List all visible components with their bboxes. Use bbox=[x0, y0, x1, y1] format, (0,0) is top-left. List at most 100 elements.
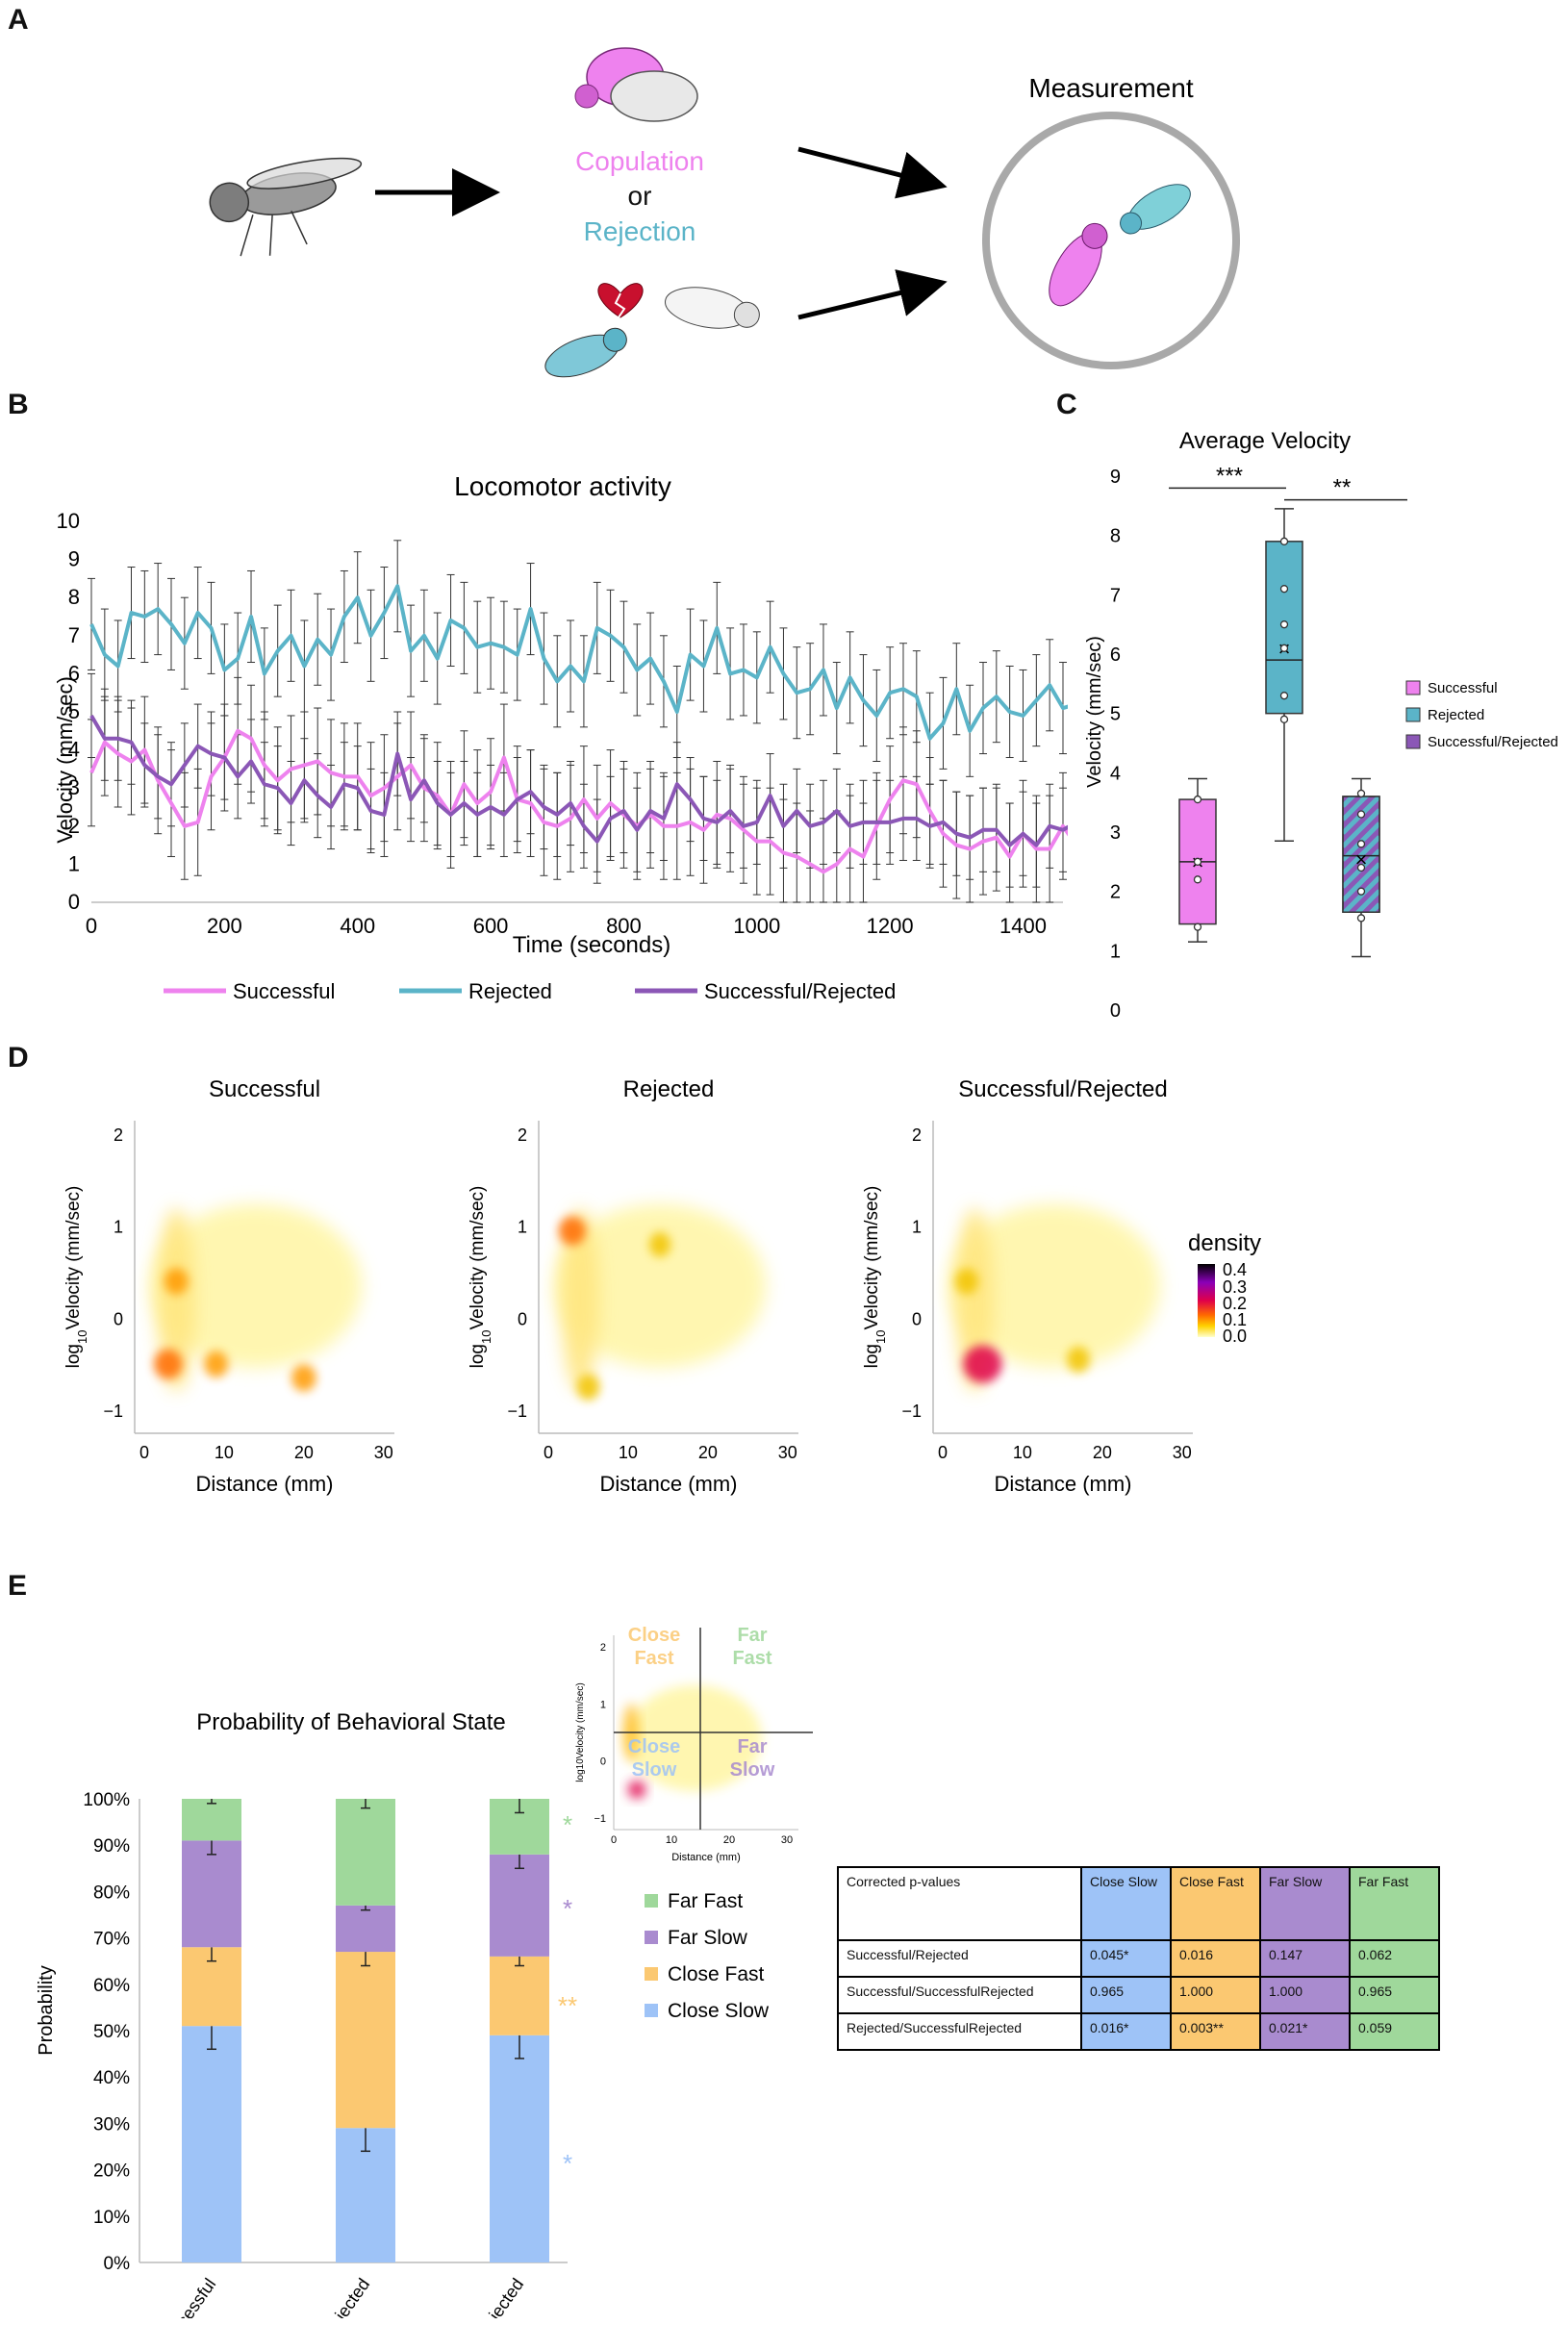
density-hotspot bbox=[558, 1216, 586, 1246]
colorbar-tick-1: 0.3 bbox=[1223, 1277, 1247, 1297]
x-tick-label: 10 bbox=[666, 1834, 677, 1846]
series-line-successful-rejected bbox=[89, 714, 1068, 847]
density-title: Successful/Rejected bbox=[958, 1077, 1167, 1102]
density-hotspot bbox=[291, 1364, 316, 1392]
category-label: Rejected bbox=[318, 2275, 373, 2318]
density-xlabel: Distance (mm) bbox=[195, 1472, 333, 1496]
series-line-successful bbox=[89, 728, 1068, 874]
legend-swatch bbox=[645, 1931, 658, 1944]
x-tick-label: 600 bbox=[473, 914, 509, 938]
panel-label-a: A bbox=[8, 4, 29, 36]
y-tick-label: 8 bbox=[1110, 526, 1121, 547]
box-hatch bbox=[1343, 862, 1379, 902]
x-tick-label: 20 bbox=[723, 1834, 735, 1846]
y-tick-label: 40% bbox=[93, 2068, 130, 2088]
pvalue-cell: 1.000 bbox=[1259, 1976, 1351, 2014]
x-tick-label: 0 bbox=[938, 1443, 948, 1462]
density-cloud bbox=[157, 1208, 196, 1392]
legend-swatch bbox=[645, 1967, 658, 1981]
box-hatch bbox=[1343, 729, 1379, 766]
y-tick-label: 0 bbox=[1110, 1000, 1121, 1020]
y-tick-label: 1 bbox=[68, 851, 80, 875]
ylabel-part: log bbox=[63, 1344, 84, 1368]
colorbar-tick-2: 0.2 bbox=[1223, 1294, 1247, 1313]
fly-rejected-icon bbox=[544, 327, 627, 378]
behavioral-state-chart: Probability of Behavioral State Probabil… bbox=[36, 1709, 577, 2318]
density-xlabel: Distance (mm) bbox=[994, 1472, 1131, 1496]
panel-a-diagram: Copulation or Rejection Measurement bbox=[209, 47, 1240, 378]
y-tick-label: 7 bbox=[68, 623, 80, 647]
x-tick-label: 10 bbox=[1013, 1443, 1032, 1462]
legend-label: Far Slow bbox=[668, 1927, 748, 1949]
pvalue-cell: 0.147 bbox=[1259, 1939, 1351, 1978]
ylabel-subscript: 10 bbox=[873, 1330, 888, 1344]
pvalue-cell: 0.045* bbox=[1080, 1939, 1172, 1978]
density-cloud bbox=[554, 1203, 767, 1368]
x-tick-label: 1200 bbox=[867, 914, 914, 938]
y-tick-label: 10 bbox=[57, 509, 80, 533]
x-tick-label: 10 bbox=[619, 1443, 638, 1462]
density-cloud bbox=[561, 1208, 600, 1392]
y-tick-label: −1 bbox=[594, 1813, 606, 1825]
ylabel-subscript: 10 bbox=[479, 1330, 493, 1344]
y-tick-label: 2 bbox=[600, 1642, 606, 1654]
quadrant-label-far-fast: Fast bbox=[732, 1648, 771, 1669]
legend-label: Successful bbox=[1428, 680, 1498, 696]
x-tick-label: 1400 bbox=[999, 914, 1047, 938]
panel-label-b: B bbox=[8, 389, 29, 420]
pvalue-row-label: Successful/Rejected bbox=[837, 1939, 1082, 1978]
y-tick-label: 0 bbox=[518, 1309, 527, 1328]
density-hotspot bbox=[963, 1345, 1002, 1383]
pvalue-cell: 1.000 bbox=[1170, 1976, 1261, 2014]
pvalue-row-label: Successful/SuccessfulRejected bbox=[837, 1976, 1082, 2014]
data-point bbox=[1193, 875, 1202, 884]
series-line-rejected bbox=[89, 584, 1068, 741]
quadrant-label-close-fast: Fast bbox=[634, 1648, 673, 1669]
box-hatch bbox=[1343, 958, 1379, 995]
y-tick-label: 0 bbox=[68, 890, 80, 914]
pvalue-row: Successful/SuccessfulRejected 0.965 1.00… bbox=[837, 1976, 1440, 2014]
y-tick-label: 9 bbox=[1110, 467, 1121, 488]
behavioral-state-title: Probability of Behavioral State bbox=[196, 1709, 506, 1735]
pvalue-cell: 0.003** bbox=[1170, 2012, 1261, 2051]
colorbar-tick-0: 0.4 bbox=[1223, 1260, 1247, 1279]
panel-label-e: E bbox=[8, 1570, 28, 1602]
y-tick-label: 80% bbox=[93, 1883, 130, 1903]
data-point bbox=[1193, 922, 1202, 931]
ylabel-part: log bbox=[862, 1344, 882, 1368]
y-tick-label: 2 bbox=[68, 814, 80, 838]
box-hatch bbox=[1343, 796, 1356, 808]
y-tick-label: −1 bbox=[901, 1402, 922, 1421]
data-point bbox=[1356, 914, 1366, 922]
locomotor-xlabel: Time (seconds) bbox=[513, 932, 670, 958]
ylabel-part: log bbox=[468, 1344, 488, 1368]
y-tick-label: −1 bbox=[507, 1402, 527, 1421]
average-velocity-title: Average Velocity bbox=[1179, 428, 1351, 454]
pvalue-cell: 0.965 bbox=[1349, 1976, 1440, 2014]
fly-white-icon bbox=[665, 287, 760, 329]
data-point bbox=[1356, 789, 1366, 798]
y-tick-label: 1 bbox=[600, 1699, 606, 1710]
legend-label: Successful/Rejected bbox=[1428, 734, 1558, 750]
data-point bbox=[1279, 620, 1289, 629]
density-hotspot bbox=[954, 1268, 978, 1295]
average-velocity-legend: Successful Rejected Successful/Rejected bbox=[1405, 680, 1558, 750]
pvalue-row: Successful/Rejected 0.045* 0.016 0.147 0… bbox=[837, 1939, 1440, 1978]
colorbar-tick-3: 0.1 bbox=[1223, 1310, 1247, 1329]
box-hatch bbox=[1343, 985, 1379, 1020]
density-ylabel: log10Velocity (mm/sec) bbox=[862, 1186, 888, 1369]
x-tick-label: 0 bbox=[139, 1443, 149, 1462]
sig-star: * bbox=[563, 1810, 572, 1839]
density-title: Rejected bbox=[623, 1077, 715, 1102]
pvalue-table-wrapper: Corrected p-values Close Slow Close Fast… bbox=[837, 1866, 1440, 2051]
y-tick-label: 4 bbox=[68, 738, 80, 762]
pvalue-row-label: Rejected/SuccessfulRejected bbox=[837, 2012, 1082, 2051]
density-xlabel: Distance (mm) bbox=[599, 1472, 737, 1496]
box-hatch bbox=[1343, 875, 1379, 913]
data-point bbox=[1279, 644, 1289, 652]
y-tick-label: 5 bbox=[1110, 704, 1121, 725]
data-point bbox=[1356, 887, 1366, 896]
panel-label-d: D bbox=[8, 1042, 29, 1074]
density-cloud bbox=[150, 1203, 363, 1368]
